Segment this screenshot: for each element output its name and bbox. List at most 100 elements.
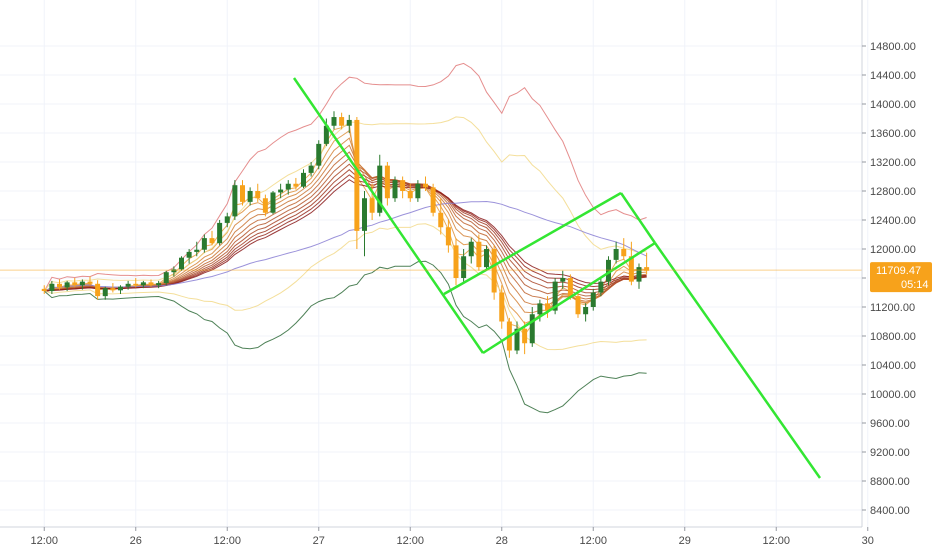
ema-ribbon-line [44, 179, 647, 292]
band-lower-outer [43, 260, 647, 414]
candle-body [392, 180, 398, 199]
candle-body [529, 314, 535, 344]
candle-body [590, 292, 596, 307]
candle-body [49, 283, 55, 292]
ema-ribbon-line [44, 144, 647, 306]
candle-body [179, 257, 184, 270]
candle-body [331, 117, 337, 126]
x-tick-label: 12:00 [30, 535, 58, 547]
candle-body [133, 283, 139, 286]
candle-body [552, 281, 558, 311]
last-price-badge-bg [870, 262, 932, 293]
candle-body [323, 125, 329, 144]
candle-body [354, 119, 360, 231]
x-tick-label: 12:00 [213, 535, 241, 547]
candle-body [240, 185, 245, 202]
candle-body [95, 283, 101, 297]
band-upper-inner [43, 116, 647, 292]
candle-body [522, 328, 528, 344]
channel-line[interactable] [619, 192, 657, 244]
candle-body [232, 185, 238, 217]
candle-body [64, 282, 70, 288]
candle-body [41, 288, 47, 292]
y-tick-label: 10000.00 [870, 389, 916, 401]
candle-body [301, 172, 306, 187]
x-tick-label: 30 [862, 535, 874, 547]
y-tick-label: 9600.00 [870, 418, 910, 430]
candle-body [270, 192, 276, 213]
candle-body [72, 282, 78, 286]
candle-body [209, 238, 215, 244]
channel-line[interactable] [443, 191, 622, 296]
candle-body [255, 191, 261, 199]
y-tick-label: 13200.00 [870, 157, 916, 169]
candle-body [384, 165, 390, 199]
candle-body [445, 227, 451, 246]
band-lower-inner [44, 223, 647, 351]
y-tick-label: 12000.00 [870, 244, 916, 256]
y-tick-label: 14000.00 [870, 99, 916, 111]
candle-body [362, 198, 367, 231]
y-tick-label: 8800.00 [870, 476, 910, 488]
channel-line[interactable] [482, 241, 656, 355]
candle-body [316, 143, 322, 166]
candle-body [247, 191, 253, 202]
candle-body [369, 198, 375, 213]
chart-axes: 8400.00 8800.00 9200.00 9600.00 10000.00 1040… [0, 0, 916, 547]
candle-body [217, 222, 223, 244]
candle-body [118, 286, 123, 291]
candle-body [346, 119, 352, 126]
candle-body [514, 328, 520, 351]
candle-body [339, 117, 345, 126]
chart-grid [0, 0, 869, 527]
candle-body [308, 165, 314, 173]
candle-body [140, 282, 146, 286]
candle-body [224, 216, 230, 223]
ema-ribbon-line [44, 163, 647, 294]
candle-body [171, 269, 177, 273]
candle-body [57, 283, 62, 288]
y-tick-label: 14800.00 [870, 41, 916, 53]
candle-body [636, 267, 642, 282]
candle-body [285, 183, 291, 190]
band-upper-outer [43, 62, 647, 292]
ema-ribbon-line [44, 151, 647, 301]
sma-line [44, 200, 647, 292]
y-tick-label: 10800.00 [870, 331, 916, 343]
y-tick-label: 12800.00 [870, 186, 916, 198]
x-tick-label: 27 [313, 535, 325, 547]
candle-body [400, 180, 406, 191]
channel-drawing[interactable] [292, 77, 822, 479]
indicator-lines [43, 62, 647, 414]
candle-body [415, 183, 421, 199]
candle-body [476, 241, 482, 268]
bar-countdown: 05:14 [901, 279, 929, 291]
candle-body [560, 278, 566, 282]
candle-body [499, 292, 505, 322]
candle-body [598, 281, 604, 293]
candle-body [537, 303, 543, 315]
candle-body [644, 267, 650, 271]
last-price-badge: 11709.47 05:14 [870, 262, 932, 293]
candle-body [79, 281, 85, 286]
candle-body [461, 256, 467, 278]
candle-body [430, 187, 436, 213]
candle-body [87, 281, 93, 284]
channel-line[interactable] [653, 242, 822, 479]
y-tick-label: 11200.00 [870, 302, 915, 314]
candle-body [628, 256, 634, 282]
x-tick-label: 26 [130, 535, 142, 547]
candle-body [156, 283, 162, 286]
y-tick-label: 9200.00 [870, 447, 910, 459]
candle-body [438, 212, 444, 228]
candle-body [453, 245, 459, 278]
candle-body [148, 282, 154, 286]
channel-line[interactable] [292, 77, 485, 354]
candle-body [293, 183, 299, 187]
candle-body [278, 189, 284, 193]
candle-body [575, 296, 581, 315]
candle-body [423, 183, 428, 188]
candle-body [163, 272, 169, 284]
candle-body [484, 249, 489, 268]
